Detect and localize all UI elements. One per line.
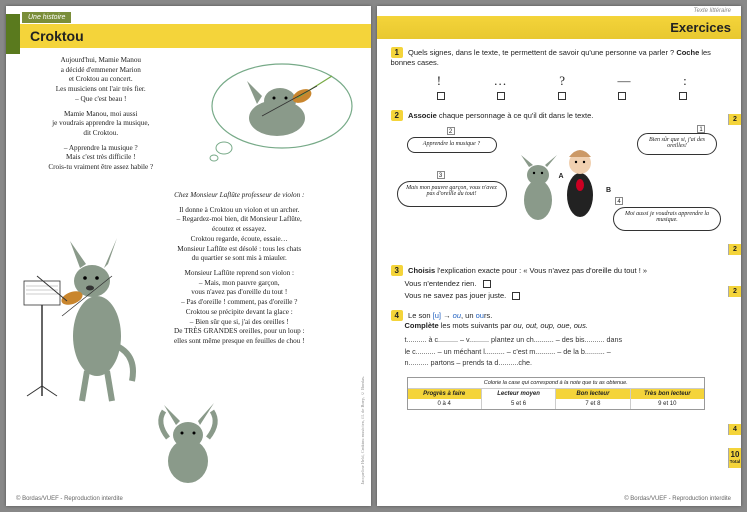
punct-3: ? — [559, 73, 565, 89]
intro-block: Aujourd'hui, Mamie Manou a décidé d'emme… — [20, 56, 182, 173]
score-v3: 7 et 8 — [556, 399, 630, 409]
score-caption: Colorie la case qui correspond à la note… — [408, 378, 705, 389]
footer-right: © Bordas/VUEF - Reproduction interdite — [624, 496, 731, 502]
ex4-p1d: ou — [453, 311, 461, 320]
ex3-text: Choisis l'explication exacte pour : « Vo… — [408, 266, 647, 275]
score-h2: Lecteur moyen — [482, 389, 556, 399]
story-title: Croktou — [6, 24, 371, 48]
ex4-text: Le son [u] → ou, un ours. — [408, 311, 492, 320]
score-table: Colorie la case qui correspond à la note… — [407, 377, 706, 410]
exercise-4: 4 Le son [u] → ou, un ours. Complète les… — [391, 310, 724, 369]
punct-4: — — [618, 73, 631, 89]
ex4-p1g: rs. — [484, 311, 492, 320]
punct-row: ! … ? — : — [411, 73, 714, 89]
checkbox-1-1[interactable] — [437, 92, 445, 100]
score-tab-2: 2 — [728, 244, 741, 255]
ex4-l1[interactable]: t.......... à c.......... – v.......... … — [405, 334, 724, 346]
exercise-2: 2 Associe chaque personnage à ce qu'il d… — [391, 110, 724, 255]
bubble-num-3: 3 — [437, 171, 445, 179]
footer-left: © Bordas/VUEF - Reproduction interdite — [16, 496, 123, 502]
intro-p2: Mamie Manou, moi aussi je voudrais appre… — [20, 110, 182, 139]
ex3-o1-text: Vous n'entendez rien. — [405, 279, 477, 288]
ex4-p1a: Le son — [408, 311, 433, 320]
ex3-qb: Choisis — [408, 266, 435, 275]
teacher-character-icon — [553, 145, 608, 220]
label-b: B — [606, 187, 611, 194]
score-h4: Très bon lecteur — [631, 389, 704, 399]
total-label: Total — [729, 460, 741, 465]
wolf-ears-icon — [146, 403, 231, 488]
ex1-qb: Coche — [676, 48, 699, 57]
subheading: Chez Monsieur Laflûte professeur de viol… — [140, 191, 339, 201]
punct-5: : — [683, 73, 687, 89]
score-v4: 9 et 10 — [631, 399, 704, 409]
exercises-body: 1 Quels signes, dans le texte, te permet… — [377, 39, 742, 414]
score-tab-1: 2 — [728, 114, 741, 125]
intro-p3: – Apprendre la musique ? Mais c'est très… — [20, 144, 182, 173]
score-tab-total: 10 Total — [728, 448, 741, 468]
checkbox-1-3[interactable] — [558, 92, 566, 100]
ex4-l3[interactable]: n.......... partons – prends ta d.......… — [405, 357, 724, 369]
ex4-q2: les mots suivants par — [439, 321, 514, 330]
check-row-1 — [411, 92, 714, 100]
ex4-opts: ou, out, oup, oue, ous. — [513, 321, 588, 330]
ex1-q: Quels signes, dans le texte, te permette… — [408, 48, 676, 57]
score-v1: 0 à 4 — [408, 399, 482, 409]
ex-num-1: 1 — [391, 47, 403, 58]
image-credit: Jacqueline Held, Croktou musicien, ill. … — [360, 376, 365, 484]
bubble-num-4: 4 — [615, 197, 623, 205]
ex3-opt2: Vous ne savez pas jouer juste. — [405, 291, 724, 300]
ex1-text: Quels signes, dans le texte, te permette… — [391, 48, 711, 67]
checkbox-3-1[interactable] — [483, 280, 491, 288]
para2-1: Il donne à Croktou un violon et un arche… — [140, 206, 339, 264]
score-val-row: 0 à 4 5 et 6 7 et 8 9 et 10 — [408, 399, 705, 409]
page-right: Texte littéraire Exercices 1 Quels signe… — [377, 6, 742, 506]
score-tab-2b: 2 — [728, 286, 741, 297]
bubble-num-1: 1 — [697, 125, 705, 133]
score-head-row: Progrès à faire Lecteur moyen Bon lecteu… — [408, 389, 705, 399]
exercises-title: Exercices — [377, 16, 742, 39]
checkbox-1-2[interactable] — [497, 92, 505, 100]
ex3-q: l'explication exacte pour : « Vous n'ave… — [435, 266, 647, 275]
ex2-qb: Associe — [408, 111, 437, 120]
ex4-p1c: → — [441, 311, 453, 320]
exercise-3: 3 Choisis l'explication exacte pour : « … — [391, 265, 724, 300]
ex2-text: Associe chaque personnage à ce qu'il dit… — [408, 111, 593, 120]
ex-num-2: 2 — [391, 110, 403, 121]
ex4-p1b: [u] — [433, 311, 441, 320]
ex4-lines: t.......... à c.......... – v.......... … — [405, 334, 724, 369]
bubble-3: Mais mon pauvre garçon, vous n'avez pas … — [397, 181, 507, 207]
para2-2: Monsieur Laflûte reprend son violon : – … — [140, 269, 339, 347]
checkbox-3-2[interactable] — [512, 292, 520, 300]
bubble-num-2: 2 — [447, 127, 455, 135]
ex2-q: chaque personnage à ce qu'il dit dans le… — [437, 111, 594, 120]
ex-num-3: 3 — [391, 265, 403, 276]
exercise-1: 1 Quels signes, dans le texte, te permet… — [391, 47, 724, 100]
ex3-o2-text: Vous ne savez pas jouer juste. — [405, 291, 507, 300]
bubble-2: Bien sûr que si, j'ai des oreilles! — [637, 133, 717, 155]
checkbox-1-5[interactable] — [679, 92, 687, 100]
score-h3: Bon lecteur — [556, 389, 630, 399]
intro-p1: Aujourd'hui, Mamie Manou a décidé d'emme… — [20, 56, 182, 105]
category-right: Texte littéraire — [377, 6, 742, 16]
bubble-1: Apprendre la musique ? — [407, 137, 497, 153]
wolf-violin-thought-icon — [202, 56, 357, 166]
page-left: Une histoire Croktou Aujourd'hui, Mamie … — [6, 6, 371, 506]
ex3-opt1: Vous n'entendez rien. — [405, 279, 724, 288]
ex4-p1e: , un — [461, 311, 476, 320]
ex-num-4: 4 — [391, 310, 403, 321]
score-h1: Progrès à faire — [408, 389, 482, 399]
ex4-l2[interactable]: le c.......... – un méchant l.......... … — [405, 346, 724, 358]
score-v2: 5 et 6 — [482, 399, 556, 409]
score-tab-4: 4 — [728, 424, 741, 435]
association-area: 2 Apprendre la musique ? 3 Mais mon pauv… — [391, 125, 724, 255]
checkbox-1-4[interactable] — [618, 92, 626, 100]
bubble-4: Moi aussi je voudrais apprendre la musiq… — [613, 207, 721, 231]
punct-1: ! — [437, 73, 441, 89]
punct-2: … — [494, 73, 507, 89]
category-label: Une histoire — [22, 12, 71, 23]
wolf-music-stand-icon — [12, 206, 147, 406]
ex4-qb: Complète — [405, 321, 439, 330]
ex4-p1f: ou — [476, 311, 484, 320]
